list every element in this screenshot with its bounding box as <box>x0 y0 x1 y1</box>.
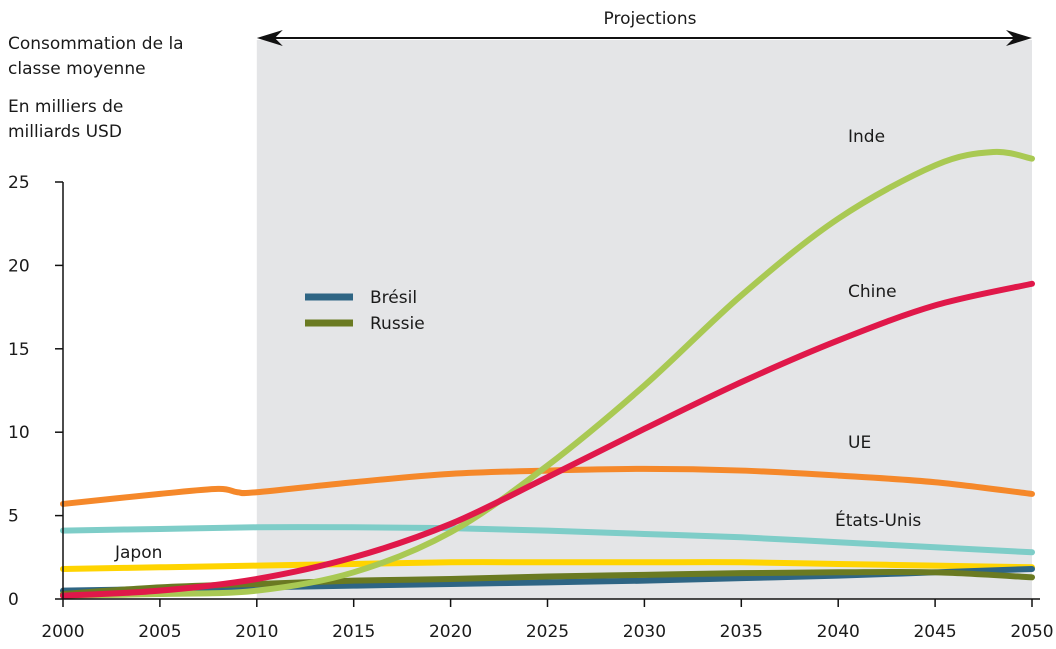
y-tick-label-5: 5 <box>8 507 19 527</box>
series-label-japon: Japon <box>114 543 162 563</box>
x-tick-label-2035: 2035 <box>720 622 763 642</box>
series-line-japon <box>60 559 1035 572</box>
x-tick-label-2005: 2005 <box>138 622 181 642</box>
series-line-chine <box>60 280 1035 599</box>
series-line-etats-unis <box>60 524 1035 556</box>
series-label-chine: Chine <box>848 282 897 302</box>
series-label-inde: Inde <box>848 127 885 147</box>
x-tick-label-2000: 2000 <box>41 622 84 642</box>
y-axis-title-line2: classe moyenne <box>8 59 146 79</box>
unit-label-line1: En milliers de <box>8 97 123 117</box>
y-axis-title-line1: Consommation de la <box>8 34 184 54</box>
series-line-inde <box>60 148 1035 599</box>
x-tick-label-2045: 2045 <box>913 622 956 642</box>
x-tick-label-2025: 2025 <box>526 622 569 642</box>
y-tick-label-20: 20 <box>8 256 30 276</box>
legend-label-russie: Russie <box>370 314 425 334</box>
y-tick-label-0: 0 <box>8 590 19 610</box>
projection-arrow-left-head <box>256 30 283 46</box>
x-tick-label-2030: 2030 <box>623 622 666 642</box>
y-tick-label-10: 10 <box>8 423 30 443</box>
x-tick-label-2010: 2010 <box>235 622 278 642</box>
unit-label-line2: milliards USD <box>8 122 122 142</box>
y-tick-label-25: 25 <box>8 173 30 193</box>
y-tick-label-15: 15 <box>8 340 30 360</box>
x-tick-label-2050: 2050 <box>1010 622 1053 642</box>
series-label-etats-unis: États-Unis <box>835 509 921 531</box>
legend-label-bresil: Brésil <box>370 288 417 308</box>
x-tick-label-2040: 2040 <box>817 622 860 642</box>
series-line-ue <box>60 465 1035 507</box>
series-label-ue: UE <box>848 433 871 453</box>
projection-arrow-right-head <box>1006 30 1032 46</box>
x-tick-label-2020: 2020 <box>429 622 472 642</box>
projections-label: Projections <box>604 9 697 29</box>
x-tick-label-2015: 2015 <box>332 622 375 642</box>
projection-region <box>256 40 1032 599</box>
